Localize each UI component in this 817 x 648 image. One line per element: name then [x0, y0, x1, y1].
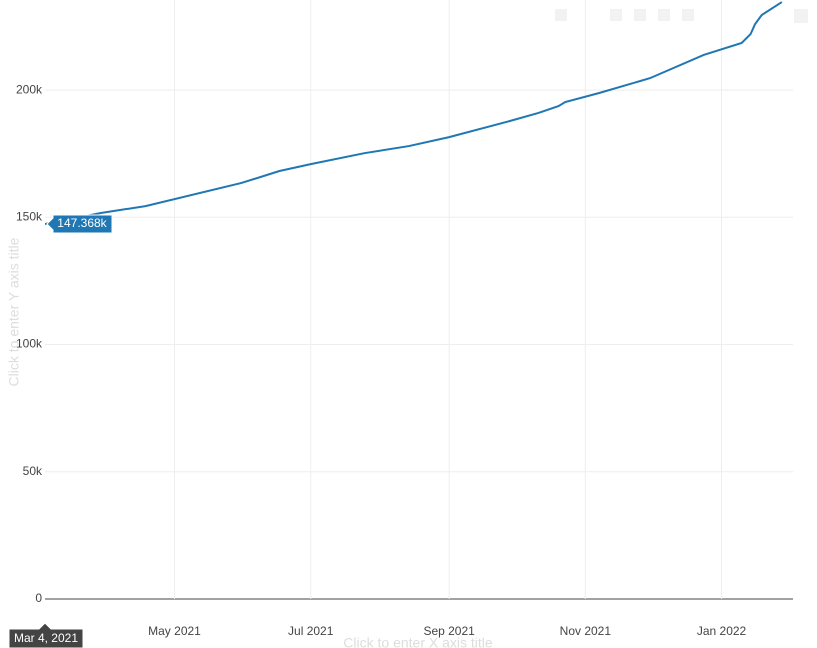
y-tick-label: 50k: [23, 464, 43, 478]
y-tick-label: 150k: [16, 209, 43, 223]
modebar-icon[interactable]: [555, 9, 567, 21]
x-tick-label: Jan 2022: [697, 624, 747, 638]
x-tick-label: May 2021: [148, 624, 201, 638]
x-axis-title[interactable]: Click to enter X axis title: [343, 635, 493, 648]
modebar: [555, 9, 808, 23]
y-tick-label: 0: [35, 591, 42, 605]
modebar-icon[interactable]: [794, 9, 808, 23]
modebar-icon[interactable]: [658, 9, 670, 21]
plot-area: [45, 1, 783, 225]
hover-x-box: [8, 622, 84, 648]
x-tick-label: Nov 2021: [560, 624, 612, 638]
modebar-icon[interactable]: [682, 9, 694, 21]
y-tick-label: 100k: [16, 337, 43, 351]
y-axis-title[interactable]: Click to enter Y axis title: [6, 237, 22, 386]
modebar-icon[interactable]: [634, 9, 646, 21]
hover-x-label: Mar 4, 2021: [14, 631, 78, 645]
y-tick-label: 200k: [16, 82, 43, 96]
grid: [45, 0, 793, 600]
line-series: [45, 1, 783, 225]
hover-y-label: 147.368k: [57, 216, 107, 230]
hover-y-box: [46, 214, 113, 234]
modebar-icon[interactable]: [610, 9, 622, 21]
x-tick-label: Sep 2021: [423, 624, 475, 638]
x-tick-label: Jul 2021: [288, 624, 334, 638]
labels: 0 50k 100k 150k 200k May 2021 Jul 2021 Sep 2021…: [16, 82, 747, 638]
